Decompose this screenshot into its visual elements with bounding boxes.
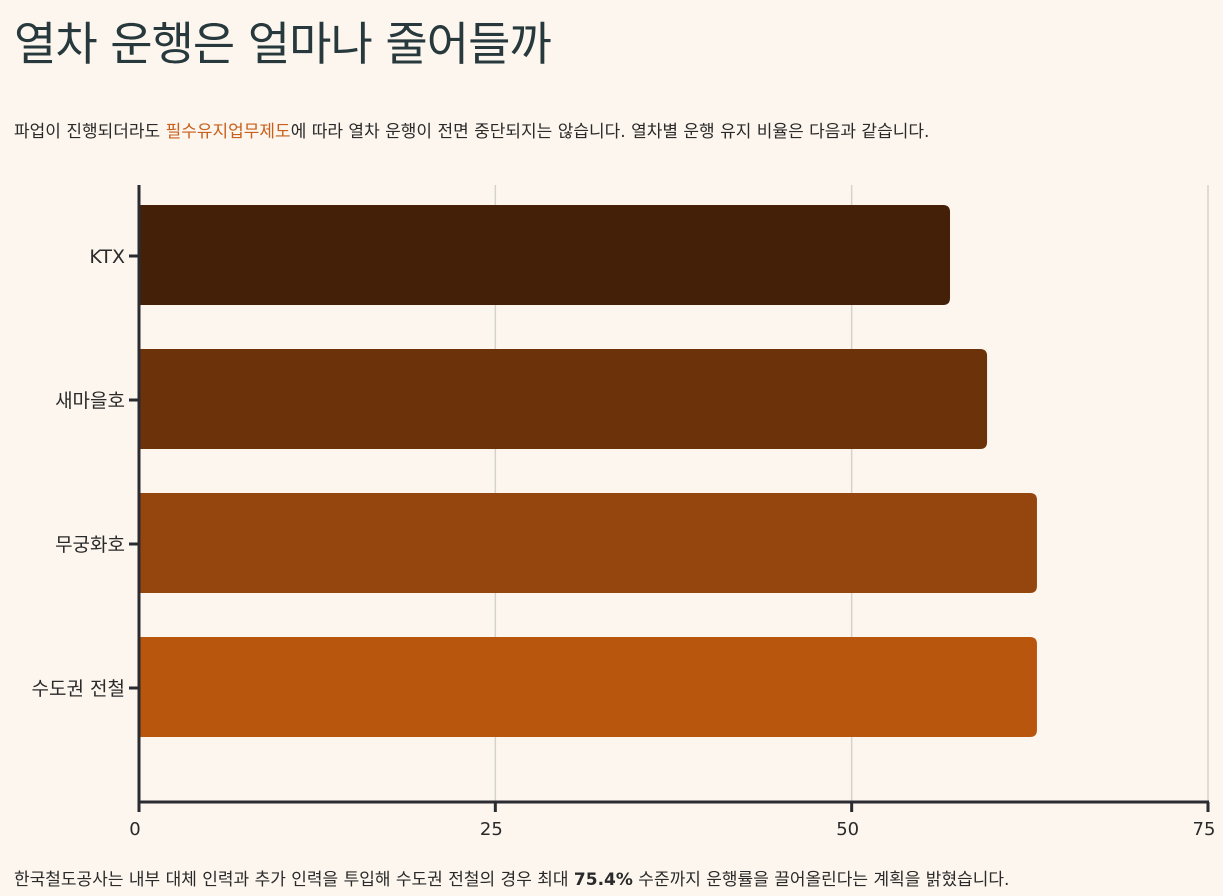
x-tick-label-0: 0 <box>129 819 140 840</box>
bar-1 <box>139 349 988 449</box>
x-tick-label-1: 25 <box>480 819 503 840</box>
bars <box>139 205 1037 737</box>
bar-2 <box>139 493 1037 593</box>
footnote-text-before: 한국철도공사는 내부 대체 인력과 추가 인력을 투입해 수도권 전철의 경우 … <box>14 870 574 890</box>
subtitle-highlight: 필수유지업무제도 <box>165 122 291 142</box>
y-tick-label-0: KTX <box>89 246 125 268</box>
y-tick-label-2: 무궁화호 <box>55 534 125 556</box>
chart-subtitle: 파업이 진행되더라도 필수유지업무제도에 따라 열차 운행이 전면 중단되지는 … <box>14 119 929 145</box>
bar-0 <box>139 205 951 305</box>
chart-title: 열차 운행은 얼마나 줄어들까 <box>14 17 552 71</box>
x-tick-label-2: 50 <box>836 819 859 840</box>
x-tick-label-3: 75 <box>1193 819 1216 840</box>
footnote-highlight-value: 75.4% <box>573 870 633 890</box>
y-tick-label-3: 수도권 전철 <box>32 678 125 700</box>
subtitle-text-before: 파업이 진행되더라도 <box>14 122 166 142</box>
footnote-text-after: 수준까지 운행률을 끌어올린다는 계획을 밝혔습니다. <box>632 870 1010 890</box>
bar-3 <box>139 637 1037 737</box>
chart-footnote: 한국철도공사는 내부 대체 인력과 추가 인력을 투입해 수도권 전철의 경우 … <box>14 867 1009 893</box>
y-tick-label-1: 새마을호 <box>55 390 125 412</box>
subtitle-text-after: 에 따라 열차 운행이 전면 중단되지는 않습니다. 열차별 운행 유지 비율은… <box>290 122 930 142</box>
